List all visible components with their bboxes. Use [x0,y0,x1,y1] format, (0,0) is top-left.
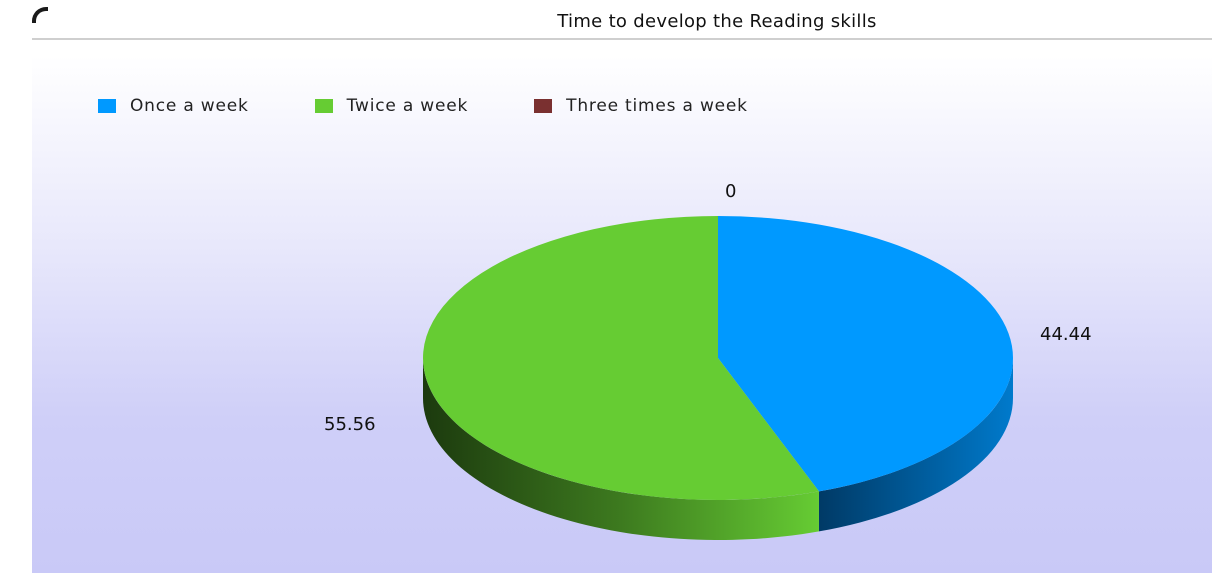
legend-label: Three times a week [566,96,748,116]
data-label-twice-a-week: 55.56 [324,414,376,435]
data-label-three-times-a-week: 0 [725,181,736,202]
legend-label: Twice a week [346,96,469,116]
pie-layer [422,216,1013,540]
legend: Once a week Twice a week Three times a w… [98,94,814,118]
pie-slice-once-a-week [718,216,1013,492]
legend-item-once-a-week: Once a week [98,96,249,116]
pie-slice-twice-a-week [422,216,819,500]
legend-item-twice-a-week: Twice a week [314,96,469,116]
corner-mark [32,7,48,23]
legend-swatch [98,99,116,113]
legend-label: Once a week [130,96,249,116]
pie-side-twice-a-week [423,358,819,540]
data-label-once-a-week: 44.44 [1040,324,1092,345]
title-bar [32,0,1212,40]
pie-side-once-a-week [818,358,1013,532]
chart-title: Time to develop the Reading skills [557,11,877,32]
legend-item-three-times-a-week: Three times a week [534,96,748,116]
legend-swatch [534,99,553,113]
legend-swatch [314,99,333,113]
